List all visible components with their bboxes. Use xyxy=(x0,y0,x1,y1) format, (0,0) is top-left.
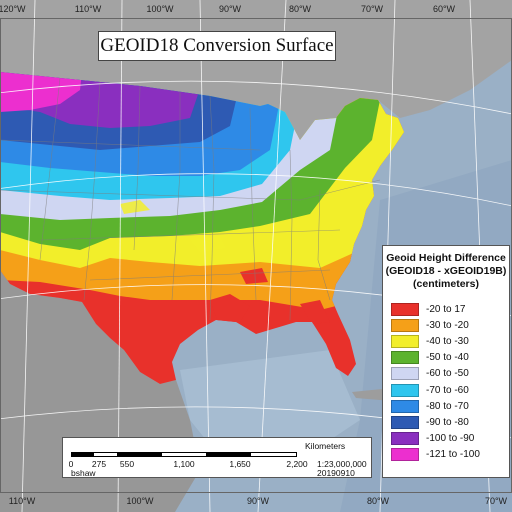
map-author: bshaw xyxy=(71,468,96,478)
legend-label: -20 to 17 xyxy=(426,303,466,315)
lon-label-bottom: 70°W xyxy=(484,496,508,506)
lon-label-top: 60°W xyxy=(432,4,456,14)
legend-swatch xyxy=(391,399,419,413)
legend-item: -80 to -70 xyxy=(391,398,480,414)
map-title: GEOID18 Conversion Surface xyxy=(98,31,336,61)
scale-tick-label: 1,100 xyxy=(173,459,195,469)
legend-swatch xyxy=(391,334,419,348)
legend-title-line: Geoid Height Difference xyxy=(386,252,506,264)
map-date: 20190910 xyxy=(317,468,355,478)
scale-bar: Kilometers 0 275 550 1,100 1,650 2,200 1… xyxy=(62,437,372,478)
legend-item: -40 to -30 xyxy=(391,333,480,349)
lon-label-bottom: 100°W xyxy=(126,496,154,506)
legend-label: -121 to -100 xyxy=(426,449,480,461)
legend-swatch xyxy=(391,367,419,381)
lon-label-bottom: 90°W xyxy=(246,496,270,506)
scale-tick-label: 2,200 xyxy=(286,459,308,469)
legend-item: -20 to 17 xyxy=(391,301,480,317)
scale-bar-graphic xyxy=(71,452,297,457)
legend: Geoid Height Difference (GEOID18 - xGEOI… xyxy=(382,245,510,478)
legend-item: -121 to -100 xyxy=(391,447,480,463)
legend-title-line: (GEOID18 - xGEOID19B) xyxy=(385,265,507,277)
legend-item: -90 to -80 xyxy=(391,414,480,430)
legend-label: -80 to -70 xyxy=(426,400,469,412)
legend-label: -50 to -40 xyxy=(426,352,469,364)
legend-title-line: (centimeters) xyxy=(413,278,479,290)
legend-swatch xyxy=(391,383,419,397)
lon-label-bottom: 110°W xyxy=(8,496,36,506)
legend-swatch xyxy=(391,415,419,429)
state-boundaries xyxy=(0,77,381,321)
scale-tick-label: 0 xyxy=(68,459,74,469)
legend-item: -100 to -90 xyxy=(391,431,480,447)
legend-item: -70 to -60 xyxy=(391,382,480,398)
legend-label: -90 to -80 xyxy=(426,416,469,428)
lon-label-top: 120°W xyxy=(0,4,26,14)
lon-label-top: 110°W xyxy=(74,4,102,14)
scale-ratio: 1:23,000,000 xyxy=(317,459,367,469)
legend-swatch xyxy=(391,448,419,462)
legend-title: Geoid Height Difference (GEOID18 - xGEOI… xyxy=(383,252,509,291)
legend-rows: -20 to 17 -30 to -20 -40 to -30 -50 to -40 -… xyxy=(391,301,480,463)
legend-label: -40 to -30 xyxy=(426,335,469,347)
scale-tick-label: 550 xyxy=(119,459,135,469)
legend-swatch xyxy=(391,302,419,316)
legend-swatch xyxy=(391,318,419,332)
legend-swatch xyxy=(391,351,419,365)
scale-units: Kilometers xyxy=(305,441,346,451)
legend-item: -30 to -20 xyxy=(391,317,480,333)
lon-label-top: 90°W xyxy=(218,4,242,14)
lon-label-top: 80°W xyxy=(288,4,312,14)
legend-label: -100 to -90 xyxy=(426,433,475,445)
legend-swatch xyxy=(391,432,419,446)
scale-tick-label: 1,650 xyxy=(229,459,251,469)
legend-label: -30 to -20 xyxy=(426,319,469,331)
lon-label-top: 100°W xyxy=(146,4,174,14)
legend-item: -50 to -40 xyxy=(391,350,480,366)
lon-label-top: 70°W xyxy=(360,4,384,14)
legend-label: -70 to -60 xyxy=(426,384,469,396)
legend-label: -60 to -50 xyxy=(426,368,469,380)
lon-label-bottom: 80°W xyxy=(366,496,390,506)
scale-tick-label: 275 xyxy=(91,459,107,469)
legend-item: -60 to -50 xyxy=(391,366,480,382)
